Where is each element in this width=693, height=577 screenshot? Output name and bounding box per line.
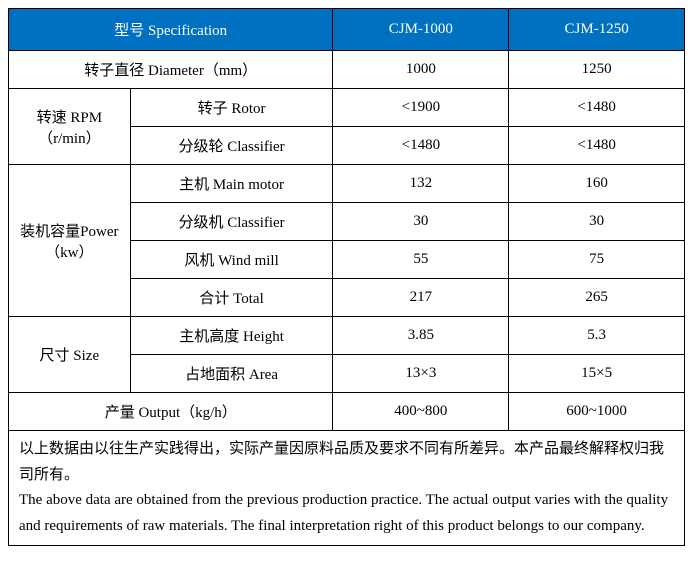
size-area-v1: 13×3 (333, 355, 509, 393)
size-area-label: 占地面积 Area (130, 355, 333, 393)
row-power-main: 装机容量Power（kw） 主机 Main motor 132 160 (9, 165, 685, 203)
power-main-label: 主机 Main motor (130, 165, 333, 203)
power-classifier-v1: 30 (333, 203, 509, 241)
diameter-label: 转子直径 Diameter（mm） (9, 51, 333, 89)
spec-table: 型号 Specification CJM-1000 CJM-1250 转子直径 … (8, 8, 685, 546)
rpm-classifier-label: 分级轮 Classifier (130, 127, 333, 165)
footnote-cn: 以上数据由以往生产实践得出，实际产量因原料品质及要求不同有所差异。本产品最终解释… (19, 437, 674, 488)
rpm-classifier-v2: <1480 (509, 127, 685, 165)
footnote-en: The above data are obtained from the pre… (19, 488, 674, 539)
power-wind-label: 风机 Wind mill (130, 241, 333, 279)
power-label: 装机容量Power（kw） (9, 165, 131, 317)
rpm-label: 转速 RPM（r/min） (9, 89, 131, 165)
header-col1: CJM-1000 (333, 9, 509, 51)
power-wind-v1: 55 (333, 241, 509, 279)
power-total-v2: 265 (509, 279, 685, 317)
rpm-rotor-v1: <1900 (333, 89, 509, 127)
power-wind-v2: 75 (509, 241, 685, 279)
rpm-classifier-v1: <1480 (333, 127, 509, 165)
size-height-label: 主机高度 Height (130, 317, 333, 355)
power-classifier-v2: 30 (509, 203, 685, 241)
output-label: 产量 Output（kg/h） (9, 393, 333, 431)
power-main-v1: 132 (333, 165, 509, 203)
diameter-v2: 1250 (509, 51, 685, 89)
table-header-row: 型号 Specification CJM-1000 CJM-1250 (9, 9, 685, 51)
power-classifier-label: 分级机 Classifier (130, 203, 333, 241)
size-height-v2: 5.3 (509, 317, 685, 355)
row-size-height: 尺寸 Size 主机高度 Height 3.85 5.3 (9, 317, 685, 355)
size-label: 尺寸 Size (9, 317, 131, 393)
size-height-v1: 3.85 (333, 317, 509, 355)
diameter-v1: 1000 (333, 51, 509, 89)
row-rpm-rotor: 转速 RPM（r/min） 转子 Rotor <1900 <1480 (9, 89, 685, 127)
footnote-cell: 以上数据由以往生产实践得出，实际产量因原料品质及要求不同有所差异。本产品最终解释… (9, 431, 685, 546)
row-footnote: 以上数据由以往生产实践得出，实际产量因原料品质及要求不同有所差异。本产品最终解释… (9, 431, 685, 546)
rpm-rotor-label: 转子 Rotor (130, 89, 333, 127)
header-spec: 型号 Specification (9, 9, 333, 51)
row-output: 产量 Output（kg/h） 400~800 600~1000 (9, 393, 685, 431)
header-col2: CJM-1250 (509, 9, 685, 51)
output-v1: 400~800 (333, 393, 509, 431)
power-total-label: 合计 Total (130, 279, 333, 317)
power-total-v1: 217 (333, 279, 509, 317)
row-diameter: 转子直径 Diameter（mm） 1000 1250 (9, 51, 685, 89)
rpm-rotor-v2: <1480 (509, 89, 685, 127)
power-main-v2: 160 (509, 165, 685, 203)
size-area-v2: 15×5 (509, 355, 685, 393)
output-v2: 600~1000 (509, 393, 685, 431)
